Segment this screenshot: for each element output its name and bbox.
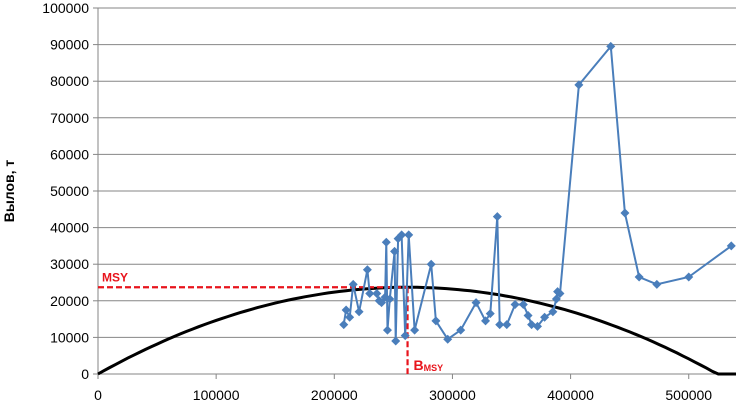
y-tick-label: 30000: [50, 256, 89, 272]
data-point: [426, 259, 436, 269]
gridlines: [98, 7, 736, 338]
data-point: [348, 279, 358, 289]
data-point: [377, 298, 387, 308]
data-point: [481, 316, 491, 326]
data-point: [390, 246, 400, 256]
y-tick-label: 20000: [50, 293, 89, 309]
catch-series-markers: [339, 41, 736, 346]
bmsy-label: BMSY: [414, 357, 444, 373]
data-point: [726, 241, 736, 251]
data-point: [540, 312, 550, 322]
data-point: [365, 288, 375, 298]
data-point: [502, 320, 512, 330]
data-point: [410, 325, 420, 335]
y-tick-label: 100000: [42, 0, 89, 16]
data-point: [574, 80, 584, 90]
data-point: [555, 288, 565, 298]
data-point: [372, 288, 382, 298]
data-point: [533, 321, 543, 331]
y-tick-label: 60000: [50, 146, 89, 162]
y-tick-label: 80000: [50, 73, 89, 89]
msy-label: MSY: [102, 270, 128, 284]
y-axis-title: Вылов, т: [1, 160, 17, 223]
x-tick-label: 300000: [429, 387, 476, 403]
x-tick-label: 200000: [311, 387, 358, 403]
data-point: [397, 230, 407, 240]
y-tick-label: 90000: [50, 37, 89, 53]
data-point: [523, 310, 533, 320]
data-point: [400, 331, 410, 341]
data-point: [471, 298, 481, 308]
y-tick-label: 40000: [50, 220, 89, 236]
data-point: [431, 316, 441, 326]
x-tick-label: 500000: [665, 387, 712, 403]
data-point: [620, 208, 630, 218]
data-point: [510, 299, 520, 309]
data-point: [492, 212, 502, 222]
data-point: [341, 305, 351, 315]
x-tick-label: 100000: [193, 387, 240, 403]
data-point: [381, 237, 391, 247]
data-point: [339, 320, 349, 330]
x-tick-label: 0: [94, 387, 102, 403]
data-point: [443, 334, 453, 344]
data-point: [551, 294, 561, 304]
y-axis-ticks: 0 10000 20000 30000 40000 50000 60000 70000 8000…: [42, 0, 98, 382]
data-point: [652, 279, 662, 289]
data-point: [345, 312, 355, 322]
data-point: [391, 336, 401, 346]
data-point: [606, 41, 616, 51]
x-axis-ticks: 0 100000 200000 300000 400000 500000: [94, 374, 712, 403]
catch-series-line: [342, 43, 732, 342]
x-tick-label: 400000: [547, 387, 594, 403]
data-point: [404, 230, 414, 240]
bmsy-label-sub: MSY: [424, 363, 444, 373]
data-point: [485, 309, 495, 319]
data-point: [385, 294, 395, 304]
data-point: [495, 320, 505, 330]
data-point: [634, 272, 644, 282]
equilibrium-curve: [97, 285, 736, 376]
data-point: [518, 299, 528, 309]
data-point: [354, 307, 364, 317]
data-point: [382, 325, 392, 335]
data-point: [684, 272, 694, 282]
data-point: [456, 325, 466, 335]
y-tick-label: 0: [81, 366, 89, 382]
bmsy-label-main: B: [414, 357, 424, 373]
y-tick-label: 70000: [50, 110, 89, 126]
y-tick-label: 50000: [50, 183, 89, 199]
y-tick-label: 10000: [50, 329, 89, 345]
reference-lines: [98, 286, 409, 374]
data-point: [362, 265, 372, 275]
data-point: [548, 307, 558, 317]
